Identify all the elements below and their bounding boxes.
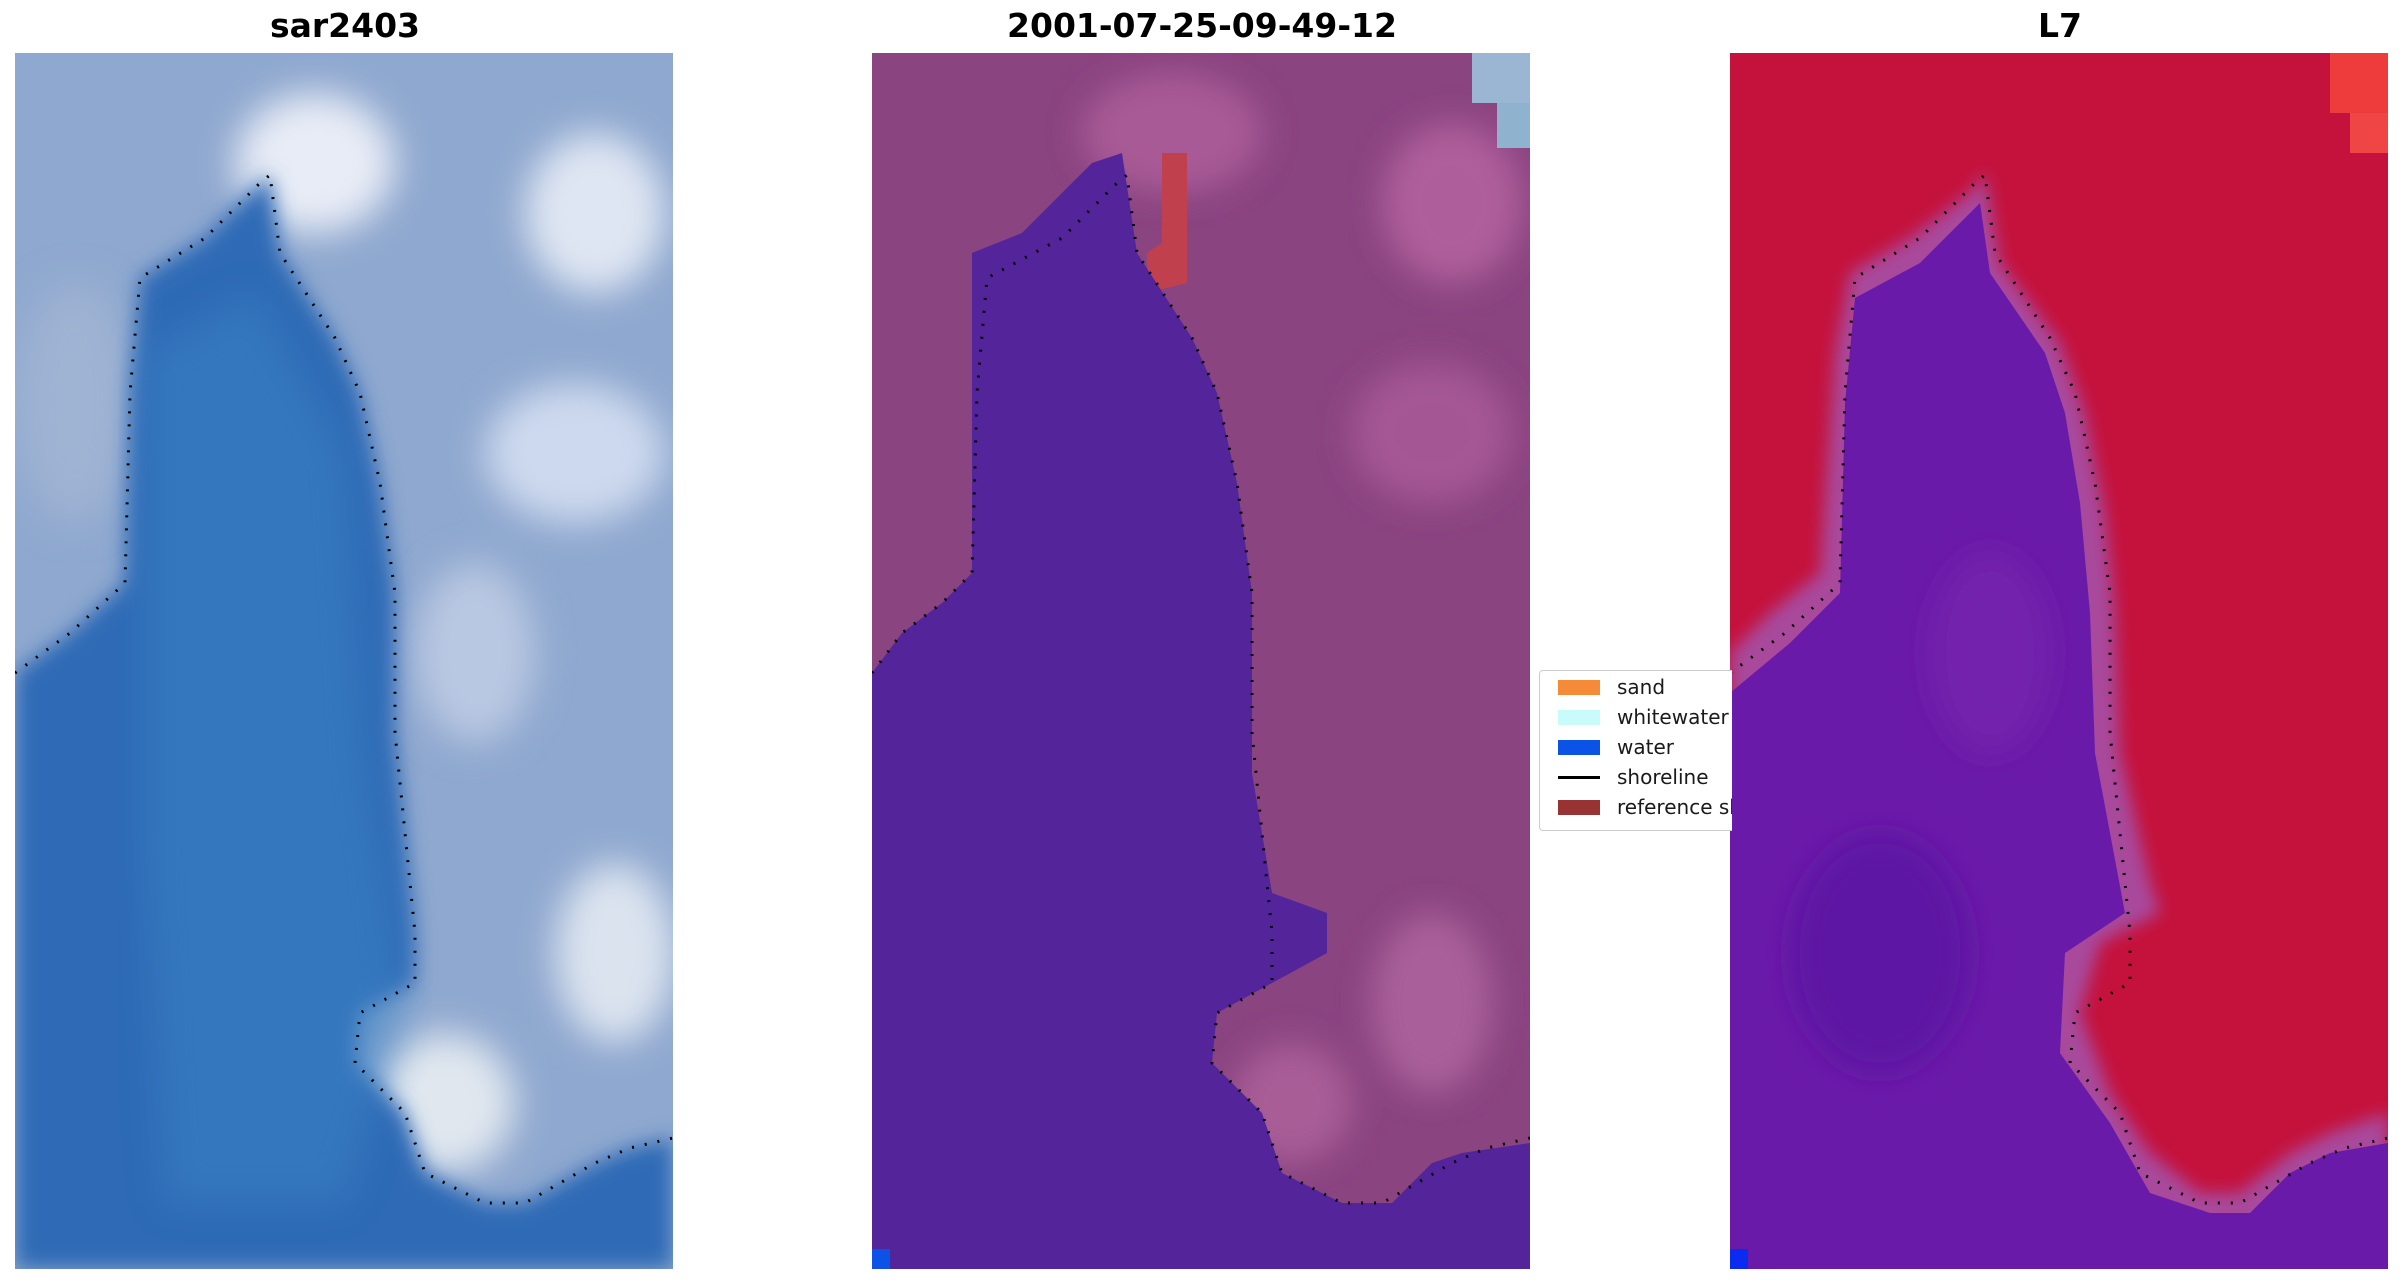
rgb-image (15, 53, 673, 1269)
legend-item-shoreline: shoreline (1550, 765, 1732, 789)
shoreline-trace (872, 172, 1530, 1205)
panel-title-rgb: sar2403 (269, 6, 421, 45)
whitewater-swatch (1558, 710, 1600, 725)
legend-item-water: water (1550, 735, 1732, 759)
ndwi-image-panel (1730, 53, 2388, 1269)
legend-label-reference-shoreline: reference shoreline (1617, 795, 1732, 819)
legend-label-water: water (1617, 735, 1674, 759)
ndwi-image (1730, 53, 2388, 1269)
reference-shoreline-swatch (1558, 800, 1600, 815)
classification-image-panel (872, 53, 1530, 1269)
panel-title-ndwi: L7 (2038, 6, 2082, 45)
legend-label-sand: sand (1617, 675, 1666, 699)
shoreline-line-swatch (1558, 776, 1600, 779)
classification-image (872, 53, 1530, 1269)
legend-item-reference-shoreline: reference shoreline (1550, 795, 1732, 819)
panel-title-classification: 2001-07-25-09-49-12 (1007, 6, 1397, 45)
legend-label-whitewater: whitewater (1617, 705, 1729, 729)
legend-label-shoreline: shoreline (1617, 765, 1709, 789)
water-swatch (1558, 740, 1600, 755)
legend: sand whitewater water shoreline referenc… (1539, 670, 1732, 831)
legend-item-sand: sand (1550, 675, 1732, 699)
rgb-image-panel (15, 53, 673, 1269)
legend-item-whitewater: whitewater (1550, 705, 1732, 729)
sand-swatch (1558, 680, 1600, 695)
